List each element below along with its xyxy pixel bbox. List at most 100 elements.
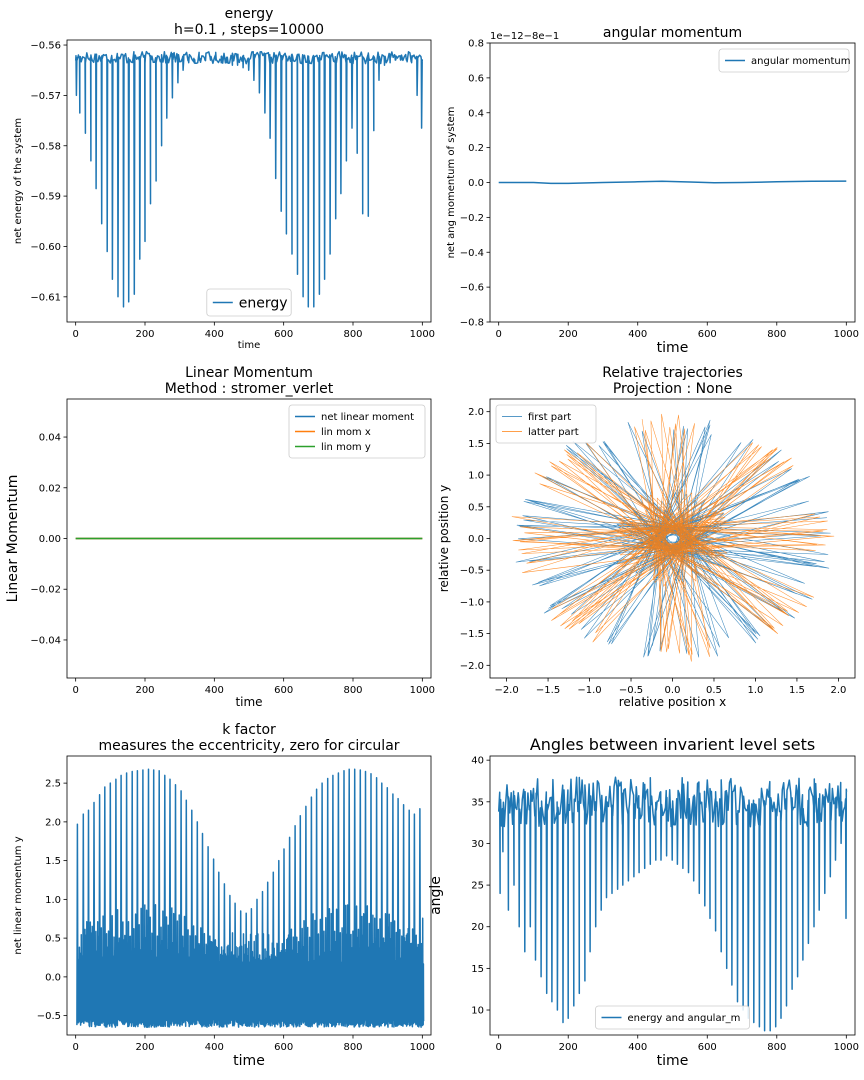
y-tick-label: 35 [471, 797, 484, 808]
y-tick-label: −0.02 [30, 585, 61, 596]
y-axis-label: angle [428, 876, 444, 915]
legend-box [595, 1005, 750, 1030]
y-tick-label: −2.0 [460, 661, 484, 672]
y-tick-label: 1.5 [468, 439, 484, 450]
x-tick-label: 0 [496, 1042, 502, 1053]
y-tick-label: 0.2 [468, 143, 484, 154]
y-tick-label: 2.0 [468, 407, 484, 418]
x-tick-label: 1000 [410, 329, 435, 340]
legend-entry: latter part [528, 427, 579, 438]
x-tick-label: 0.5 [706, 685, 722, 696]
y-tick-label: −0.61 [30, 292, 61, 303]
series-line-energy [74, 50, 424, 308]
x-tick-label: 1.5 [789, 685, 805, 696]
x-axis-label: time [235, 695, 262, 709]
y-tick-label: −0.56 [30, 41, 61, 52]
y-tick-label: −0.5 [37, 1011, 61, 1022]
legend-box [288, 404, 426, 459]
y-tick-label: 0.6 [468, 73, 484, 84]
y-tick-label: 0.0 [468, 178, 484, 189]
y-tick-label: −0.60 [30, 242, 61, 253]
chart-title: Method : stromer_verlet [165, 381, 334, 397]
y-tick-label: 10 [471, 1006, 484, 1017]
x-tick-label: 200 [135, 329, 154, 340]
chart-title: energy [225, 6, 274, 22]
chart-title: Linear Momentum [185, 365, 313, 381]
x-tick-label: 600 [698, 329, 717, 340]
x-tick-label: 800 [343, 329, 362, 340]
x-tick-label: −0.5 [619, 685, 643, 696]
series-line-main [76, 768, 425, 1028]
y-tick-label: 25 [471, 881, 484, 892]
y-tick-label: −0.58 [30, 141, 61, 152]
y-tick-label: −1.5 [460, 629, 484, 640]
axes-frame [489, 755, 856, 1036]
y-axis-label: net energy of the system [13, 118, 24, 244]
plot-area [498, 180, 847, 185]
x-tick-label: 400 [205, 1042, 224, 1053]
x-axis-label: time [657, 340, 689, 356]
legend: net linear moment lin mom x lin mom y [288, 404, 426, 459]
y-tick-label: 0.04 [39, 433, 61, 444]
x-tick-label: 200 [559, 329, 578, 340]
axis-offset-text: 1e−12−8e−1 [490, 31, 559, 42]
x-tick-label: 400 [205, 329, 224, 340]
legend: first part latter part [495, 404, 597, 444]
x-tick-label: 600 [274, 329, 293, 340]
legend-box [495, 404, 597, 444]
legend-entry: angular momentum [751, 56, 850, 67]
chart-trajectories: −2.0 −1.5 −1.0 −0.5 0.0 0.5 1.0 1.5 2.0 2.0 1.5 1.0… [437, 365, 856, 709]
x-tick-label: 600 [274, 685, 293, 696]
x-tick-label: 800 [767, 329, 786, 340]
y-tick-label: 15 [471, 964, 484, 975]
x-tick-label: 1.0 [748, 685, 764, 696]
x-tick-label: 2.0 [830, 685, 846, 696]
y-tick-label: 0.5 [468, 502, 484, 513]
x-tick-label: 0 [496, 329, 502, 340]
series-line-energy-and-angular-m [497, 776, 848, 1032]
y-tick-label: 1.0 [45, 895, 61, 906]
y-tick-label: 1.0 [468, 471, 484, 482]
y-axis-label: relative position y [437, 485, 451, 593]
chart-title: Relative trajectories [602, 365, 743, 381]
plot-area [511, 413, 835, 662]
x-tick-label: 1000 [410, 685, 435, 696]
x-tick-label: 1000 [834, 329, 859, 340]
x-tick-label: 0 [72, 685, 78, 696]
x-tick-label: 400 [628, 329, 647, 340]
y-tick-label: 1.5 [45, 856, 61, 867]
x-tick-label: 400 [205, 685, 224, 696]
y-tick-label: −0.59 [30, 192, 61, 203]
y-axis-label: Linear Momentum [5, 475, 21, 603]
x-tick-label: 200 [135, 1042, 154, 1053]
x-tick-label: 0.0 [665, 685, 681, 696]
y-tick-label: 0.0 [45, 972, 61, 983]
x-tick-label: 0 [72, 1042, 78, 1053]
x-tick-label: 200 [135, 685, 154, 696]
series-line-latter-part [511, 413, 835, 662]
x-tick-label: −1.5 [536, 685, 560, 696]
y-tick-label: 2.5 [45, 779, 61, 790]
chart-title: measures the eccentricity, zero for circ… [98, 738, 399, 754]
chart-linear: 0 200 400 600 800 1000 0.04 0.02 0.00 −0.02 −0.04 L… [5, 365, 435, 709]
y-tick-label: 0.4 [468, 108, 484, 119]
series-line-angular-momentum [498, 180, 847, 185]
y-tick-label: −0.57 [30, 91, 61, 102]
y-tick-label: −0.2 [460, 213, 484, 224]
x-tick-label: 800 [767, 1042, 786, 1053]
chart-title: k factor [222, 722, 276, 738]
x-tick-label: 800 [343, 685, 362, 696]
x-tick-label: 200 [559, 1042, 578, 1053]
legend: angular momentum [718, 48, 850, 73]
legend-entry: energy and angular_m [628, 1013, 741, 1024]
chart-kfactor: 0 200 400 600 800 1000 2.5 2.0 1.5 1.0 0.5 0.0 −0.5 k… [13, 722, 435, 1069]
y-axis-label: net ang momentum of system [446, 107, 457, 259]
x-tick-label: 800 [343, 1042, 362, 1053]
x-tick-label: 600 [274, 1042, 293, 1053]
axes-frame [66, 39, 432, 323]
y-axis-label: net linear momentum y [13, 836, 24, 954]
legend-entry: net linear moment [321, 412, 414, 423]
chart-title: h=0.1 , steps=10000 [174, 22, 324, 38]
y-tick-label: −0.6 [460, 283, 484, 294]
